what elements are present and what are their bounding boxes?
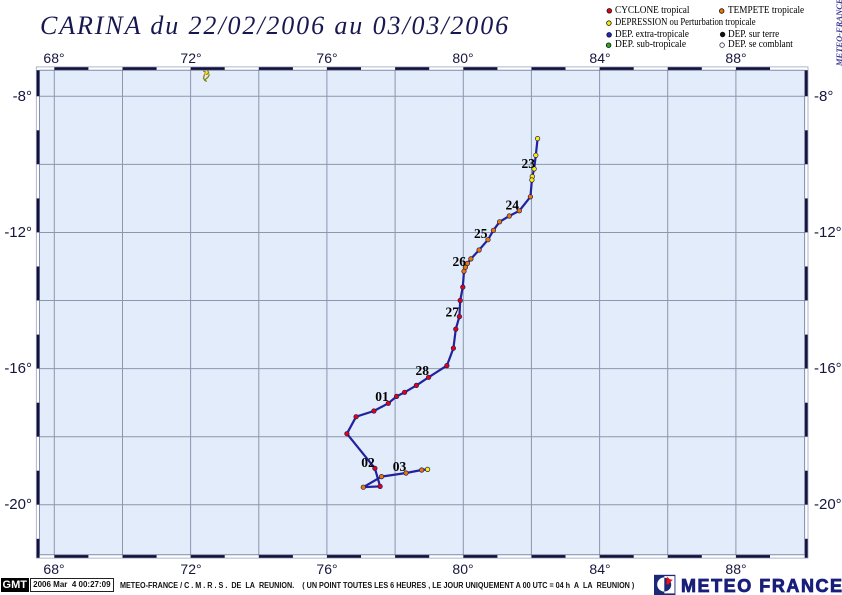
svg-text:28: 28 — [416, 363, 430, 378]
svg-text:24: 24 — [506, 198, 520, 213]
svg-text:03: 03 — [393, 459, 407, 474]
svg-text:01: 01 — [375, 389, 389, 404]
svg-text:26: 26 — [453, 254, 467, 269]
svg-text:23: 23 — [522, 156, 536, 171]
svg-text:25: 25 — [474, 226, 488, 241]
svg-text:27: 27 — [446, 304, 460, 319]
svg-text:02: 02 — [361, 455, 375, 470]
